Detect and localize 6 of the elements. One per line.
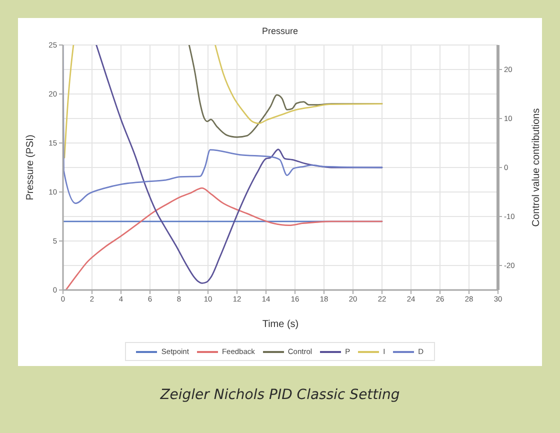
chart-title: Pressure (260, 25, 299, 37)
y-axis-title: Pressure (PSI) (24, 134, 36, 200)
x-axis-title: Time (s) (262, 318, 299, 330)
y2-axis-title: Control value contributions (530, 108, 542, 227)
line-series (65, 187, 383, 290)
text: Zeigler Nichols PID Classic Setting (159, 386, 401, 405)
